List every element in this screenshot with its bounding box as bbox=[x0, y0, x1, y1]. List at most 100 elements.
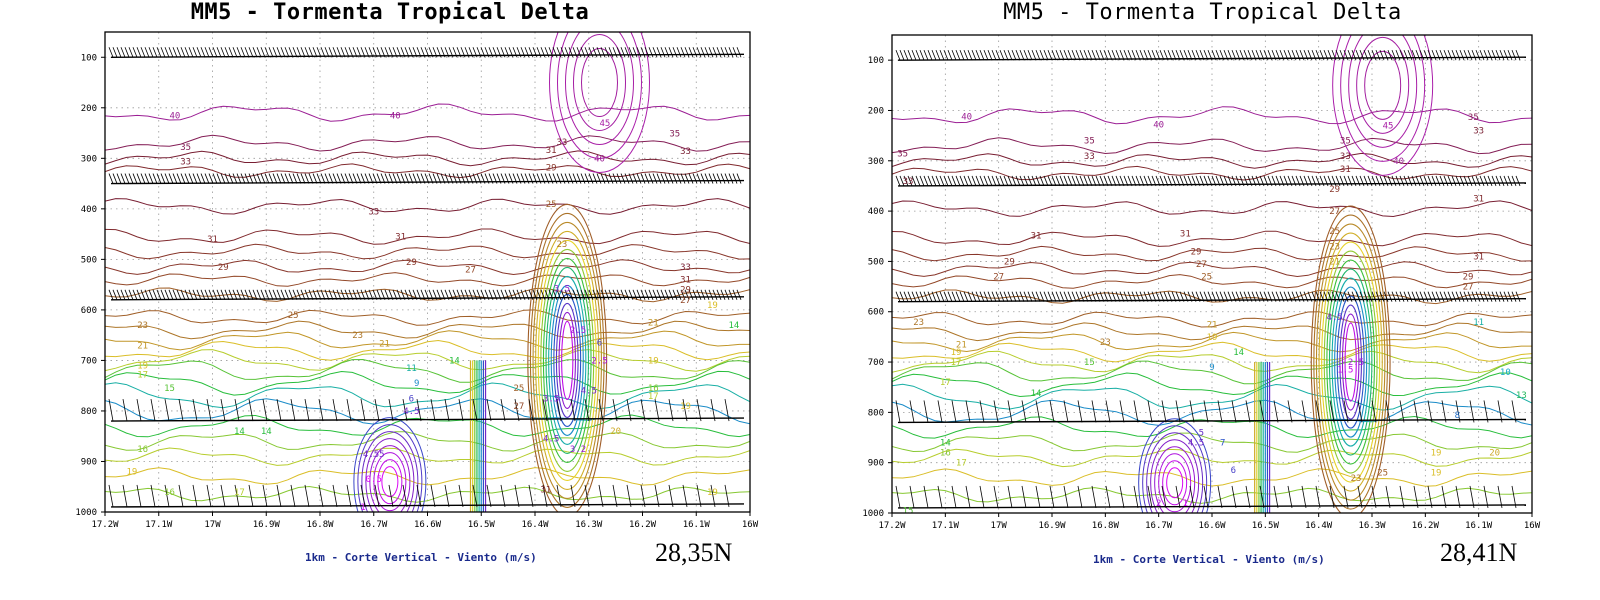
wind-barb bbox=[1511, 485, 1517, 509]
wind-barb bbox=[1011, 50, 1017, 61]
wind-barb bbox=[704, 173, 710, 184]
y-tick-label: 900 bbox=[81, 457, 97, 467]
contour-value-label: 33 bbox=[368, 207, 379, 217]
wind-barb bbox=[1357, 485, 1363, 509]
wind-barb bbox=[688, 289, 694, 300]
wind-barb bbox=[991, 50, 997, 61]
wind-barb bbox=[108, 289, 114, 300]
wind-barb bbox=[979, 485, 985, 509]
wind-barb bbox=[1387, 291, 1393, 302]
wind-barb bbox=[1107, 175, 1113, 187]
contour-value-label: 25 bbox=[288, 311, 299, 321]
wind-barb bbox=[488, 47, 494, 58]
contour-value-label: 2.5 bbox=[591, 356, 607, 366]
wind-barb bbox=[452, 173, 458, 184]
wind-barb bbox=[600, 289, 606, 300]
contour-lines bbox=[892, 35, 1532, 513]
wind-barb bbox=[943, 175, 949, 187]
wind-barb bbox=[456, 289, 462, 300]
wind-barb bbox=[320, 289, 326, 300]
wind-barb bbox=[1015, 50, 1021, 61]
wind-barb bbox=[572, 173, 578, 184]
wind-barb bbox=[1359, 50, 1365, 61]
wind-barb bbox=[1447, 291, 1453, 302]
wind-barb bbox=[692, 47, 698, 58]
contour-value-label: 7 bbox=[1220, 439, 1225, 449]
contour-line bbox=[105, 485, 750, 503]
wind-barb bbox=[360, 289, 366, 300]
contour-line bbox=[565, 32, 634, 146]
wind-barb bbox=[1311, 50, 1317, 61]
contour-line bbox=[1310, 205, 1391, 513]
wind-barb bbox=[1515, 50, 1521, 61]
wind-barb bbox=[716, 47, 722, 58]
wind-barb bbox=[963, 50, 969, 61]
wind-barb bbox=[308, 47, 314, 58]
wind-barb bbox=[923, 400, 929, 423]
wind-barb bbox=[160, 173, 166, 184]
wind-barb bbox=[915, 175, 921, 187]
x-tick-label: 16.4W bbox=[1305, 521, 1333, 531]
wind-barb bbox=[486, 398, 492, 422]
wind-barb bbox=[1235, 50, 1241, 61]
wind-barb bbox=[444, 398, 450, 422]
wind-barb bbox=[1091, 291, 1097, 302]
wind-barb bbox=[584, 289, 590, 300]
chart-panel-right: MM5 - Tormenta Tropical Delta 40 40 45 40 35… bbox=[800, 0, 1600, 600]
wind-barb bbox=[248, 173, 254, 184]
wind-barb bbox=[592, 47, 598, 58]
wind-barb bbox=[911, 175, 917, 187]
wind-barb bbox=[388, 289, 394, 300]
wind-barb bbox=[1103, 175, 1109, 187]
wind-barb bbox=[204, 47, 210, 58]
wind-barb bbox=[1067, 175, 1073, 187]
wind-barb bbox=[360, 173, 366, 184]
wind-barb bbox=[1191, 175, 1197, 187]
contour-line bbox=[1348, 35, 1418, 148]
wind-barb bbox=[416, 484, 422, 508]
contour-value-label: 29 bbox=[218, 263, 229, 273]
wind-barb bbox=[260, 173, 266, 184]
wind-barb bbox=[328, 289, 334, 300]
wind-barb bbox=[1347, 50, 1353, 61]
contour-value-label: 6 bbox=[597, 339, 602, 349]
wind-barb bbox=[332, 398, 338, 422]
x-tick-label: 16.3W bbox=[1358, 521, 1386, 531]
contour-value-label: 33 bbox=[556, 138, 567, 148]
wind-barb bbox=[368, 289, 374, 300]
wind-barb bbox=[1131, 175, 1137, 187]
wind-barb bbox=[504, 47, 510, 58]
wind-barb bbox=[1247, 50, 1253, 61]
wind-barb bbox=[1439, 291, 1445, 302]
wind-barb bbox=[935, 50, 941, 61]
wind-barb bbox=[1199, 50, 1205, 61]
wind-barb bbox=[464, 173, 470, 184]
chart-caption: 1km - Corte Vertical - Viento (m/s) bbox=[305, 551, 537, 564]
wind-barb bbox=[1379, 50, 1385, 61]
wind-barb bbox=[1343, 485, 1349, 509]
contour-value-label: 14 bbox=[1233, 348, 1244, 358]
contour-value-label: 35 bbox=[1084, 137, 1095, 147]
wind-barb bbox=[290, 484, 296, 508]
contour-value-label: 33 bbox=[680, 147, 691, 157]
wind-barb bbox=[564, 173, 570, 184]
wind-barb bbox=[1391, 50, 1397, 61]
wind-barb bbox=[1413, 485, 1419, 509]
y-tick-label: 1000 bbox=[862, 509, 884, 519]
wind-barb bbox=[1075, 50, 1081, 61]
wind-barb bbox=[220, 47, 226, 58]
wind-barb bbox=[1307, 291, 1313, 302]
wind-barb bbox=[464, 289, 470, 300]
wind-barb bbox=[1191, 50, 1197, 61]
wind-barb bbox=[907, 175, 913, 187]
contour-value-label: 23 bbox=[137, 321, 148, 331]
wind-barb bbox=[316, 289, 322, 300]
wind-barb bbox=[1301, 400, 1307, 423]
wind-barb bbox=[1171, 50, 1177, 61]
wind-barb bbox=[372, 289, 378, 300]
wind-barb bbox=[328, 47, 334, 58]
contour-line bbox=[892, 200, 1532, 218]
wind-barb bbox=[402, 398, 408, 422]
wind-barb bbox=[176, 289, 182, 300]
wind-barb bbox=[432, 289, 438, 300]
